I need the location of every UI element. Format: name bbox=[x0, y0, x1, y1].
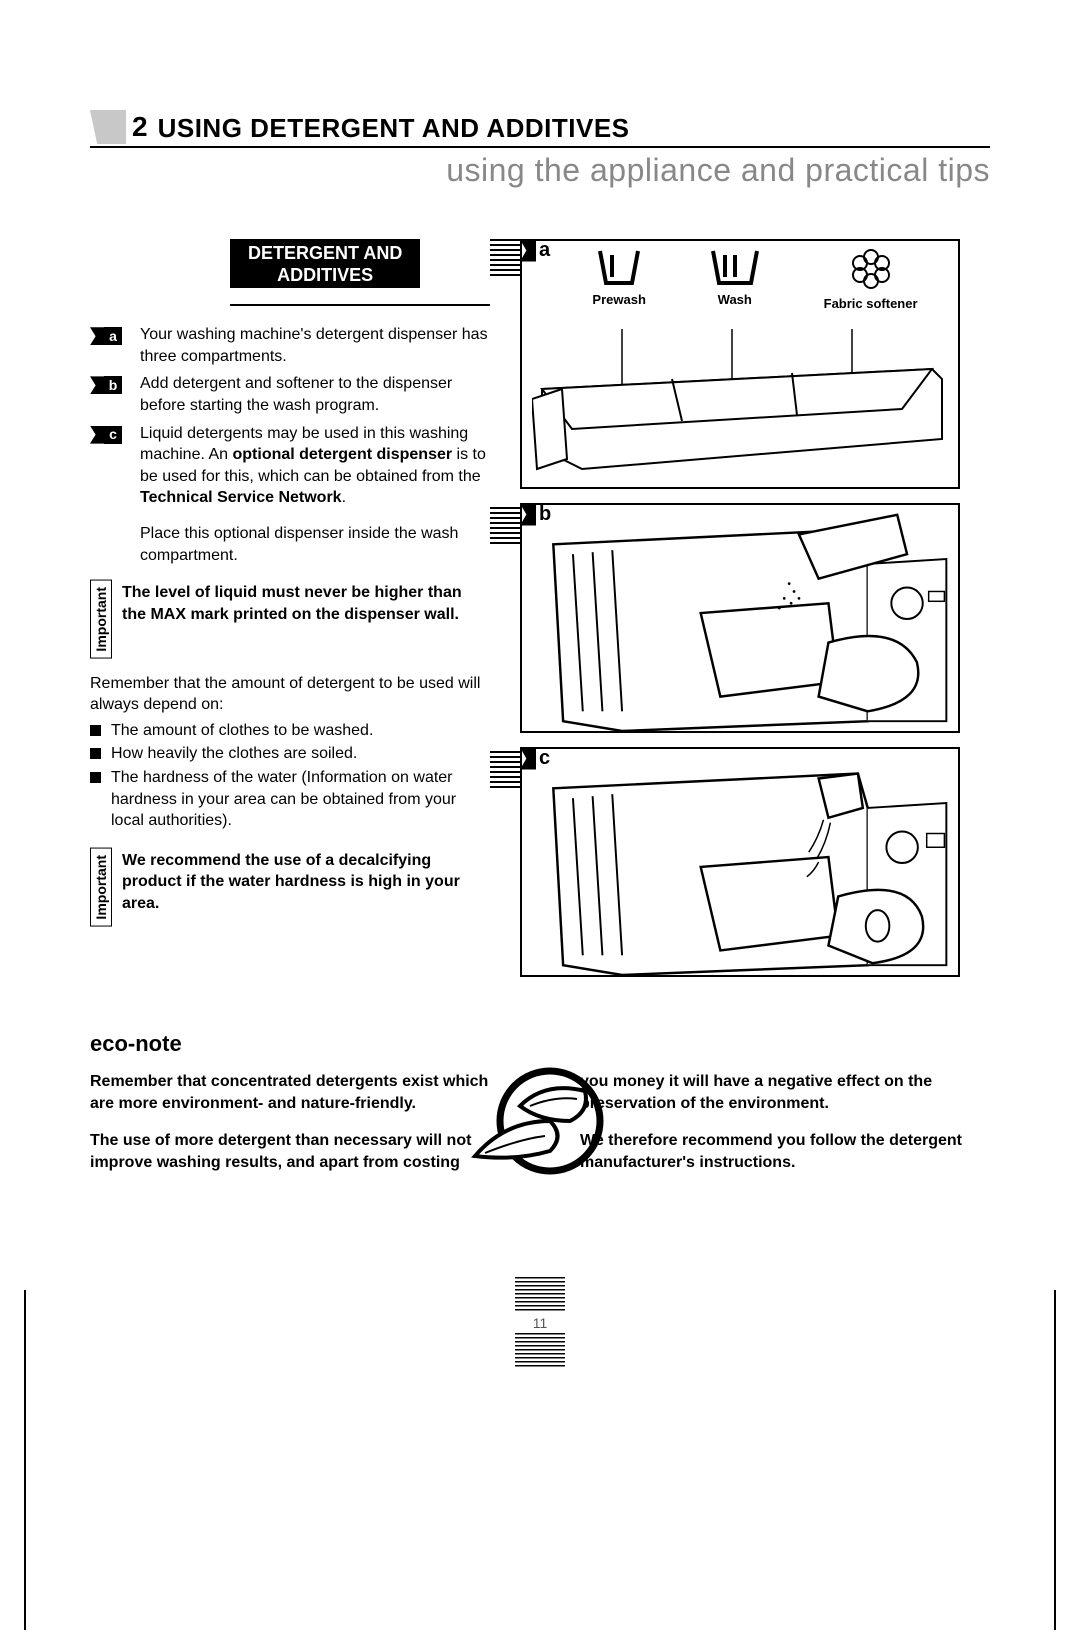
marker-b: b bbox=[90, 375, 132, 395]
prewash-icon bbox=[594, 249, 644, 289]
important-label-1: Important bbox=[90, 580, 112, 659]
chapter-title: USING DETERGENT AND ADDITIVES bbox=[158, 113, 630, 144]
diagram-tag-c: c bbox=[520, 747, 550, 770]
marker-shape-icon bbox=[90, 376, 104, 394]
powder-illustration bbox=[522, 505, 958, 731]
footer-stripe-bottom bbox=[515, 1333, 565, 1369]
diagram-tag-label-a: a bbox=[539, 239, 550, 262]
marker-shape-icon bbox=[520, 748, 536, 770]
diagram-tag-label-c: c bbox=[539, 747, 550, 770]
bullet-text-3: The hardness of the water (Information o… bbox=[111, 767, 490, 832]
bullet-2: How heavily the clothes are soiled. bbox=[90, 743, 490, 765]
important-label-2: Important bbox=[90, 848, 112, 927]
chapter-header: 2 USING DETERGENT AND ADDITIVES bbox=[90, 110, 990, 148]
content-area: DETERGENT AND ADDITIVES a Your washing m… bbox=[90, 239, 990, 991]
crop-mark-left bbox=[24, 1290, 26, 1630]
item-c-post: . bbox=[342, 489, 346, 506]
section-header: DETERGENT AND ADDITIVES bbox=[230, 239, 420, 288]
stripe-decoration bbox=[490, 751, 520, 791]
section-header-line1: DETERGENT AND bbox=[248, 243, 402, 265]
marker-c: c bbox=[90, 425, 132, 445]
page-number: 11 bbox=[515, 1315, 565, 1331]
marker-shape-icon bbox=[90, 327, 104, 345]
section-underline bbox=[230, 304, 490, 306]
tab-decoration bbox=[90, 110, 126, 144]
bullet-icon bbox=[90, 725, 101, 736]
marker-shape-icon bbox=[520, 240, 536, 262]
diagram-a: a Prewash Wash bbox=[520, 239, 960, 489]
eco-note-section: eco-note Remember that concentrated dete… bbox=[90, 1031, 990, 1189]
manual-page: 2 USING DETERGENT AND ADDITIVES using th… bbox=[90, 110, 990, 1189]
depend-intro: Remember that the amount of detergent to… bbox=[90, 673, 490, 716]
stripe-decoration bbox=[490, 239, 520, 279]
bullet-text-2: How heavily the clothes are soiled. bbox=[111, 743, 357, 765]
eco-content: Remember that concentrated detergents ex… bbox=[90, 1071, 990, 1189]
chapter-subtitle: using the appliance and practical tips bbox=[90, 152, 990, 189]
bullet-icon bbox=[90, 748, 101, 759]
section-header-line2: ADDITIVES bbox=[248, 265, 402, 287]
list-item-a: a Your washing machine's detergent dispe… bbox=[90, 324, 490, 367]
indent-paragraph: Place this optional dispenser inside the… bbox=[140, 523, 490, 566]
marker-label-a: a bbox=[104, 327, 122, 345]
chapter-tab: 2 bbox=[90, 110, 158, 144]
drawer-illustration bbox=[532, 329, 952, 479]
flower-icon bbox=[851, 249, 891, 289]
eco-title: eco-note bbox=[90, 1031, 990, 1057]
section-header-wrap: DETERGENT AND ADDITIVES bbox=[230, 239, 490, 288]
chapter-number: 2 bbox=[132, 111, 148, 143]
softener-text: Fabric softener bbox=[824, 296, 918, 311]
prewash-label: Prewash bbox=[592, 249, 645, 307]
marker-shape-icon bbox=[90, 426, 104, 444]
list-item-c: c Liquid detergents may be used in this … bbox=[90, 423, 490, 509]
bullet-3: The hardness of the water (Information o… bbox=[90, 767, 490, 832]
page-footer: 11 bbox=[515, 1277, 565, 1369]
eco-left-p1: Remember that concentrated detergents ex… bbox=[90, 1071, 500, 1114]
eco-left-column: Remember that concentrated detergents ex… bbox=[90, 1071, 500, 1189]
important-text-1: The level of liquid must never be higher… bbox=[122, 580, 490, 659]
marker-label-c: c bbox=[104, 426, 122, 444]
marker-shape-icon bbox=[520, 504, 536, 526]
prewash-text: Prewash bbox=[592, 292, 645, 307]
item-c-bold2: Technical Service Network bbox=[140, 489, 342, 506]
item-c-bold1: optional detergent dispenser bbox=[233, 446, 453, 463]
marker-a: a bbox=[90, 326, 132, 346]
bullet-text-1: The amount of clothes to be washed. bbox=[111, 720, 373, 742]
compartment-labels: Prewash Wash bbox=[562, 249, 948, 311]
liquid-illustration bbox=[522, 749, 958, 975]
bullet-1: The amount of clothes to be washed. bbox=[90, 720, 490, 742]
item-text-a: Your washing machine's detergent dispens… bbox=[140, 324, 490, 367]
crop-mark-right bbox=[1054, 1290, 1056, 1630]
diagram-c: c bbox=[520, 747, 960, 977]
diagram-tag-b: b bbox=[520, 503, 551, 526]
diagram-tag-a: a bbox=[520, 239, 550, 262]
leaf-icon bbox=[465, 1061, 615, 1191]
item-text-b: Add detergent and softener to the dispen… bbox=[140, 373, 490, 416]
bullet-icon bbox=[90, 772, 101, 783]
eco-left-p2: The use of more detergent than necessary… bbox=[90, 1130, 500, 1173]
important-box-2: Important We recommend the use of a deca… bbox=[90, 848, 490, 927]
wash-label: Wash bbox=[707, 249, 763, 307]
important-box-1: Important The level of liquid must never… bbox=[90, 580, 490, 659]
stripe-decoration bbox=[490, 507, 520, 547]
wash-text: Wash bbox=[707, 292, 763, 307]
wash-icon bbox=[707, 249, 763, 289]
important-text-2: We recommend the use of a decalcifying p… bbox=[122, 848, 490, 927]
diagram-tag-label-b: b bbox=[539, 503, 551, 526]
diagram-b: b bbox=[520, 503, 960, 733]
diagram-column: a Prewash Wash bbox=[520, 239, 960, 991]
text-column: DETERGENT AND ADDITIVES a Your washing m… bbox=[90, 239, 490, 991]
item-text-c: Liquid detergents may be used in this wa… bbox=[140, 423, 490, 509]
eco-right-p1: you money it will have a negative effect… bbox=[580, 1071, 990, 1114]
footer-stripe-top bbox=[515, 1277, 565, 1313]
list-item-b: b Add detergent and softener to the disp… bbox=[90, 373, 490, 416]
eco-right-p2: We therefore recommend you follow the de… bbox=[580, 1130, 990, 1173]
softener-label: Fabric softener bbox=[824, 249, 918, 311]
marker-label-b: b bbox=[104, 376, 122, 394]
